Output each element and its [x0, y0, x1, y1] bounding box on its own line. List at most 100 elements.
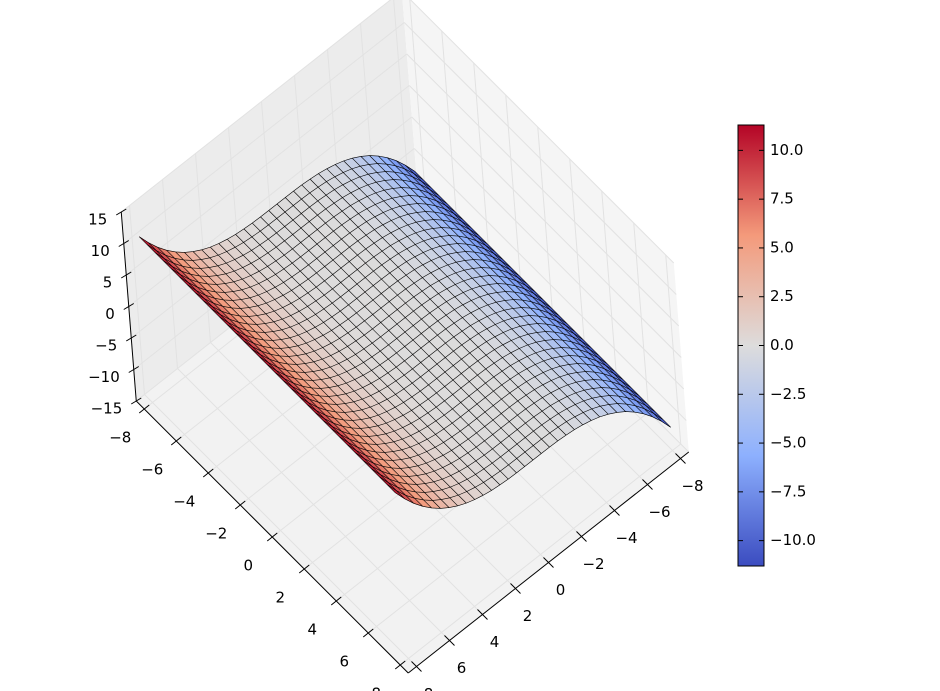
mesh-line	[155, 171, 431, 269]
tick-mark	[444, 635, 455, 646]
colorbar-tick-label: 0.0	[770, 336, 794, 354]
grid-line	[125, 53, 408, 276]
tick-mark	[115, 208, 127, 216]
mesh-line	[139, 236, 396, 494]
mesh-line	[243, 259, 519, 357]
tick-mark	[477, 609, 488, 620]
tick-mark	[330, 596, 342, 606]
mesh-line	[171, 187, 447, 285]
y-tick-label: 0	[243, 557, 253, 575]
y-tick-label: −2	[205, 525, 227, 543]
mesh-line	[355, 371, 631, 469]
grid-line	[406, 53, 680, 327]
mesh-line	[379, 395, 655, 493]
x-tick-label: 6	[457, 659, 467, 677]
mesh-line	[323, 339, 599, 437]
colorbar-tick-label: −7.5	[770, 482, 806, 500]
x-tick-label: 0	[556, 581, 566, 599]
tick-mark	[394, 660, 406, 670]
tick-mark	[138, 404, 150, 414]
grid-line	[413, 148, 687, 421]
mesh-line	[187, 203, 463, 301]
mesh-line	[347, 363, 623, 461]
tick-mark	[125, 334, 137, 342]
mesh-line	[211, 227, 487, 325]
mesh-line	[147, 163, 423, 261]
y-tick-label: 6	[339, 653, 349, 671]
tick-mark	[128, 366, 140, 373]
mesh-line	[163, 179, 439, 277]
z-tick-label: −10	[88, 368, 120, 386]
mesh-line	[315, 331, 591, 429]
mesh-line	[195, 211, 471, 309]
y-tick-label: 8	[371, 685, 381, 691]
grid-line	[120, 0, 392, 213]
tick-mark	[170, 436, 182, 446]
x-tick-label: −4	[615, 529, 637, 547]
tick-mark	[411, 661, 422, 672]
grid-line	[410, 0, 675, 264]
tick-mark	[298, 564, 310, 574]
tick-mark	[675, 453, 686, 464]
tick-mark	[642, 479, 653, 490]
colorbar-tick-label: −10.0	[770, 531, 816, 549]
x-tick-label: −8	[681, 477, 703, 495]
mesh-line	[307, 323, 583, 421]
tick-mark	[130, 397, 142, 405]
colorbar-tick-label: 7.5	[770, 190, 794, 208]
tick-mark	[510, 583, 521, 594]
grid-line	[123, 22, 405, 244]
z-tick-label: 5	[103, 274, 113, 292]
colorbar-tick-label: 10.0	[770, 141, 803, 159]
colorbar-tick-label: −5.0	[770, 434, 806, 452]
tick-mark	[118, 240, 130, 247]
tick-mark	[609, 505, 620, 516]
mesh-line	[414, 170, 671, 428]
mesh-line	[179, 195, 455, 293]
y-tick-label: −4	[173, 493, 195, 511]
tick-mark	[120, 271, 132, 279]
grid-line	[408, 85, 682, 358]
mesh-line	[363, 379, 639, 477]
z-tick-label: 15	[88, 211, 107, 229]
mesh-line	[371, 387, 647, 485]
z-tick-label: 0	[105, 305, 115, 323]
tick-mark	[234, 500, 246, 510]
grid-line	[403, 22, 677, 295]
y-tick-label: 4	[307, 621, 317, 639]
mesh-line	[227, 243, 503, 341]
tick-mark	[362, 628, 374, 638]
mesh-line	[235, 251, 511, 349]
mesh-line	[291, 307, 567, 405]
y-tick-label: 2	[275, 589, 285, 607]
tick-mark	[576, 531, 587, 542]
colorbar-tick-label: 5.0	[770, 238, 794, 256]
z-tick-label: 10	[91, 242, 110, 260]
mesh-line	[219, 235, 495, 333]
grid-line	[399, 443, 682, 666]
x-tick-label: 4	[490, 633, 500, 651]
mesh-line	[267, 283, 543, 381]
mesh-line	[259, 275, 535, 373]
y-tick-label: −6	[141, 461, 163, 479]
mesh-line	[395, 411, 671, 509]
y-tick-label: −8	[109, 429, 131, 447]
mesh-line	[251, 267, 527, 365]
mesh-line	[275, 291, 551, 389]
mesh-line	[203, 219, 479, 317]
x-tick-label: −2	[582, 555, 604, 573]
grid-line	[367, 411, 650, 634]
mesh-line	[331, 347, 607, 445]
mesh-line	[339, 355, 615, 453]
mesh-line	[139, 155, 415, 253]
tick-mark	[202, 468, 214, 478]
x-tick-label: 8	[424, 685, 434, 691]
colorbar-tick-label: −2.5	[770, 385, 806, 403]
mesh-line	[283, 299, 559, 397]
colorbar-tick-label: 2.5	[770, 287, 794, 305]
z-tick-label: −15	[91, 400, 123, 418]
z-tick-label: −5	[95, 337, 117, 355]
tick-mark	[543, 557, 554, 568]
